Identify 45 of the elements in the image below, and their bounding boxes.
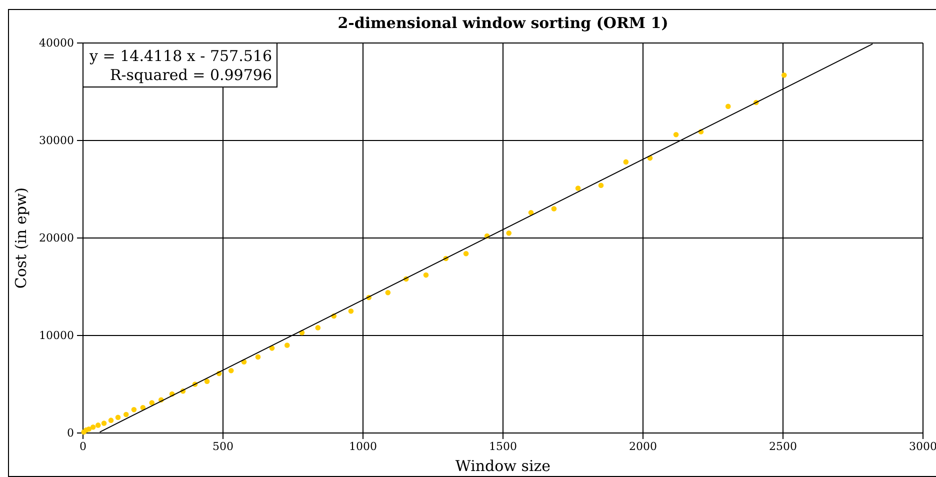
point: [228, 368, 234, 374]
x-tick-label: 2000: [629, 440, 657, 453]
point: [95, 422, 101, 428]
point: [131, 406, 137, 412]
point: [673, 132, 679, 138]
point: [101, 420, 107, 426]
point: [781, 72, 787, 78]
point: [385, 290, 391, 296]
y-tick-label: 40000: [39, 36, 74, 50]
y-tick-label: 30000: [39, 134, 74, 148]
point: [551, 206, 557, 212]
y-tick-label: 20000: [39, 232, 74, 245]
x-axis-title: Window size: [455, 457, 551, 475]
x-tick-label: 1000: [349, 440, 377, 453]
annotation: R-squared = 0.99796: [110, 66, 272, 84]
x-tick-label: 2500: [769, 440, 797, 453]
x-tick-label: 0: [80, 440, 86, 453]
point: [86, 426, 92, 432]
x-tick-label: 500: [212, 440, 234, 453]
point: [149, 400, 155, 406]
point: [575, 186, 581, 191]
point: [123, 412, 129, 418]
y-tick-label: 10000: [39, 329, 74, 342]
chart-title: 2-dimensional window sorting (ORM 1): [338, 14, 668, 32]
point: [463, 250, 469, 256]
point: [204, 378, 210, 384]
point: [255, 354, 261, 360]
point: [315, 325, 321, 330]
point: [284, 342, 290, 348]
annotation: y = 14.4118 x - 757.516: [88, 47, 272, 65]
point: [506, 230, 512, 236]
point: [108, 418, 114, 423]
point: [90, 424, 96, 430]
x-tick-label: 3000: [909, 440, 936, 453]
point: [528, 210, 534, 216]
point: [348, 308, 354, 314]
point: [423, 272, 429, 278]
x-tick-label: 1500: [489, 440, 517, 453]
point: [623, 159, 629, 165]
point: [598, 182, 604, 188]
point: [725, 104, 731, 110]
point: [115, 414, 121, 420]
y-tick-label: 0: [67, 426, 74, 440]
point: [269, 346, 275, 351]
y-axis-title: Cost (in epw): [12, 187, 30, 289]
